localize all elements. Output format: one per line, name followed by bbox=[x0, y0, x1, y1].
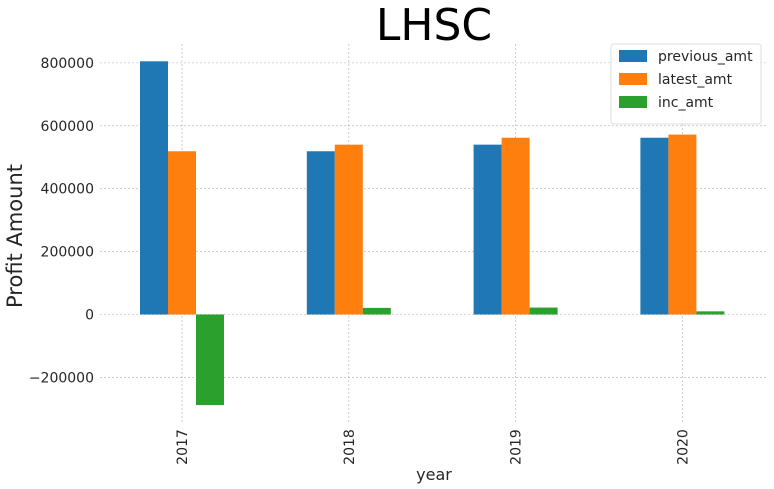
x-tick-label: 2017 bbox=[175, 429, 191, 465]
chart-title: LHSC bbox=[376, 0, 492, 51]
bar-inc_amt-2019 bbox=[529, 307, 558, 315]
bar-latest_amt-2018 bbox=[334, 144, 363, 315]
y-tick-label: −200000 bbox=[29, 370, 94, 386]
x-tick-label: 2019 bbox=[509, 429, 525, 465]
bars bbox=[140, 61, 725, 406]
bar-previous_amt-2018 bbox=[306, 151, 335, 315]
bar-previous_amt-2017 bbox=[140, 61, 168, 315]
bar-latest_amt-2017 bbox=[168, 151, 196, 315]
legend: previous_amt latest_amt inc_amt bbox=[610, 43, 762, 125]
x-tick-label: 2020 bbox=[675, 429, 691, 465]
y-tick-label: 200000 bbox=[41, 245, 94, 261]
y-axis-label: Profit Amount bbox=[3, 164, 27, 308]
x-axis-label: year bbox=[416, 465, 452, 484]
legend-swatch-inc_amt bbox=[619, 96, 647, 108]
legend-label-inc_amt: inc_amt bbox=[658, 95, 714, 111]
y-tick-label: 800000 bbox=[41, 56, 94, 72]
bar-latest_amt-2020 bbox=[668, 134, 697, 315]
legend-label-latest_amt: latest_amt bbox=[658, 72, 733, 88]
bar-previous_amt-2019 bbox=[473, 144, 502, 315]
y-tick-label: 0 bbox=[85, 307, 94, 323]
x-axis-ticks: 2017 2018 2019 2020 bbox=[175, 429, 691, 465]
bar-latest_amt-2019 bbox=[501, 137, 530, 315]
bar-previous_amt-2020 bbox=[640, 137, 669, 315]
legend-frame bbox=[610, 43, 762, 125]
legend-label-previous_amt: previous_amt bbox=[658, 49, 753, 65]
bar-inc_amt-2020 bbox=[696, 311, 725, 315]
y-tick-label: 400000 bbox=[41, 182, 94, 198]
y-axis-ticks: −200000 0 200000 400000 600000 800000 bbox=[29, 56, 94, 387]
x-tick-label: 2018 bbox=[342, 429, 358, 465]
legend-swatch-latest_amt bbox=[619, 73, 647, 85]
bar-inc_amt-2017 bbox=[196, 314, 224, 406]
legend-swatch-previous_amt bbox=[619, 50, 647, 62]
bar-inc_amt-2018 bbox=[362, 307, 391, 315]
y-tick-label: 600000 bbox=[41, 119, 94, 135]
